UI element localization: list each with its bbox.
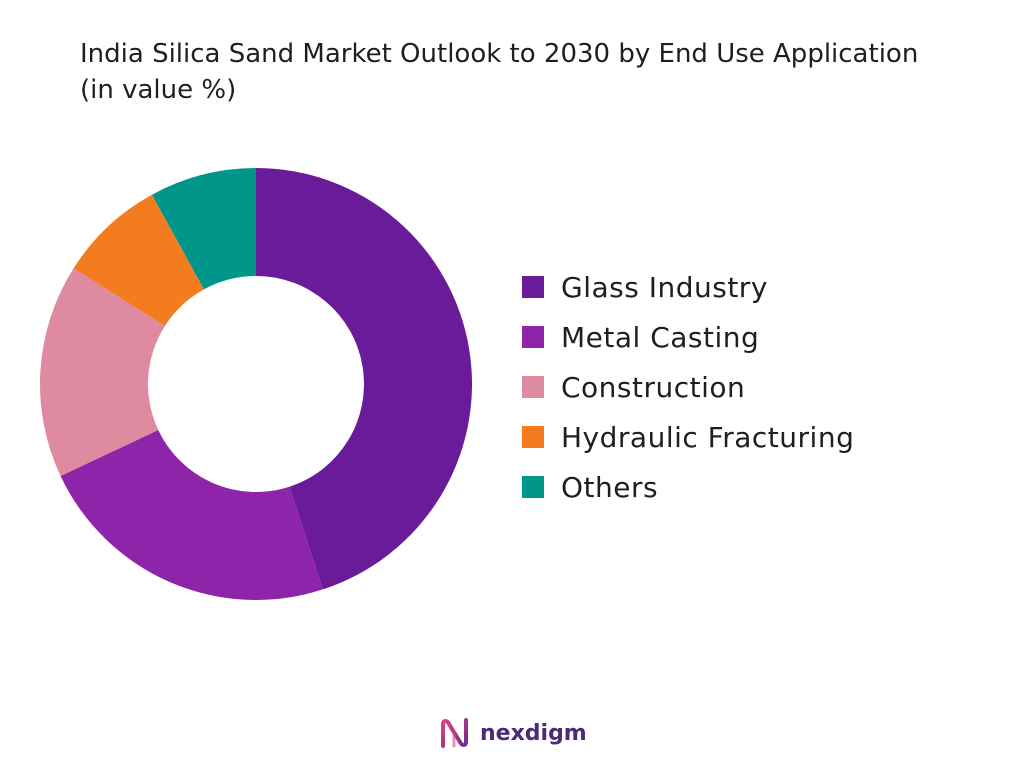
slice-construction [39, 268, 165, 476]
legend-swatch [522, 326, 544, 348]
chart-title: India Silica Sand Market Outlook to 2030… [80, 39, 919, 105]
legend-item-hydraulic-fracturing: Hydraulic Fracturing [522, 412, 854, 462]
legend-label: Hydraulic Fracturing [561, 420, 855, 454]
legend-label: Construction [561, 370, 746, 404]
brand-name: nexdigm [480, 720, 587, 746]
legend-label: Others [561, 470, 659, 504]
nexdigm-logo-icon [441, 718, 468, 748]
legend-label: Glass Industry [561, 270, 768, 304]
legend-label: Metal Casting [561, 320, 760, 354]
legend-swatch [522, 476, 544, 498]
slice-hydraulic-fracturing [73, 194, 204, 327]
slice-others [151, 168, 256, 290]
legend-swatch [522, 276, 544, 298]
legend-item-metal-casting: Metal Casting [522, 312, 854, 362]
brand-logo: nexdigm [440, 716, 587, 750]
slice-glass-industry [256, 168, 472, 590]
chart-legend: Glass Industry Metal Casting Construction H… [522, 262, 854, 512]
donut-chart [39, 168, 472, 600]
legend-item-others: Others [522, 462, 854, 512]
slice-metal-casting [60, 429, 323, 600]
legend-swatch [522, 426, 544, 448]
legend-item-construction: Construction [522, 362, 854, 412]
legend-item-glass-industry: Glass Industry [522, 262, 854, 312]
legend-swatch [522, 376, 544, 398]
